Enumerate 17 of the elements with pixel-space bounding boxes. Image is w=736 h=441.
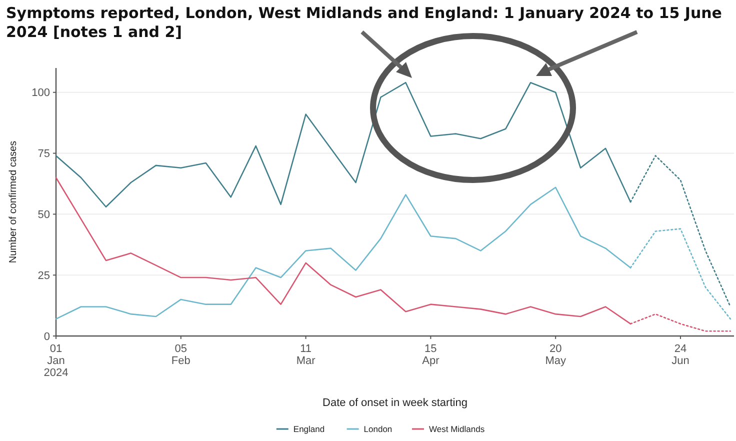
y-tick-label: 100 [32,87,50,100]
x-axis-title: Date of onset in week starting [322,397,468,409]
y-tick-label: 25 [38,270,50,282]
legend-label: England [293,424,325,434]
x-tick-label: 01 Jan 2024 [44,343,68,379]
legend-label: West Midlands [429,424,485,434]
y-tick-label: 75 [38,148,50,160]
y-tick-label: 50 [38,209,50,222]
x-tick-label: 20 May [545,343,566,367]
x-tick-label: 11 Mar [296,343,316,367]
y-tick-label: 0 [44,330,50,343]
legend-label: London [364,424,392,434]
x-tick-label: 05 Feb [171,343,190,367]
x-tick-label: 15 Apr [422,343,440,367]
y-axis-title: Number of confirmed cases [8,140,19,264]
chart-title: Symptoms reported, London, West Midlands and England: 1 January 2024 to 15 June 2024 [notes 1 and 2] [6,4,722,41]
x-tick-label: 24 Jun [672,343,690,367]
